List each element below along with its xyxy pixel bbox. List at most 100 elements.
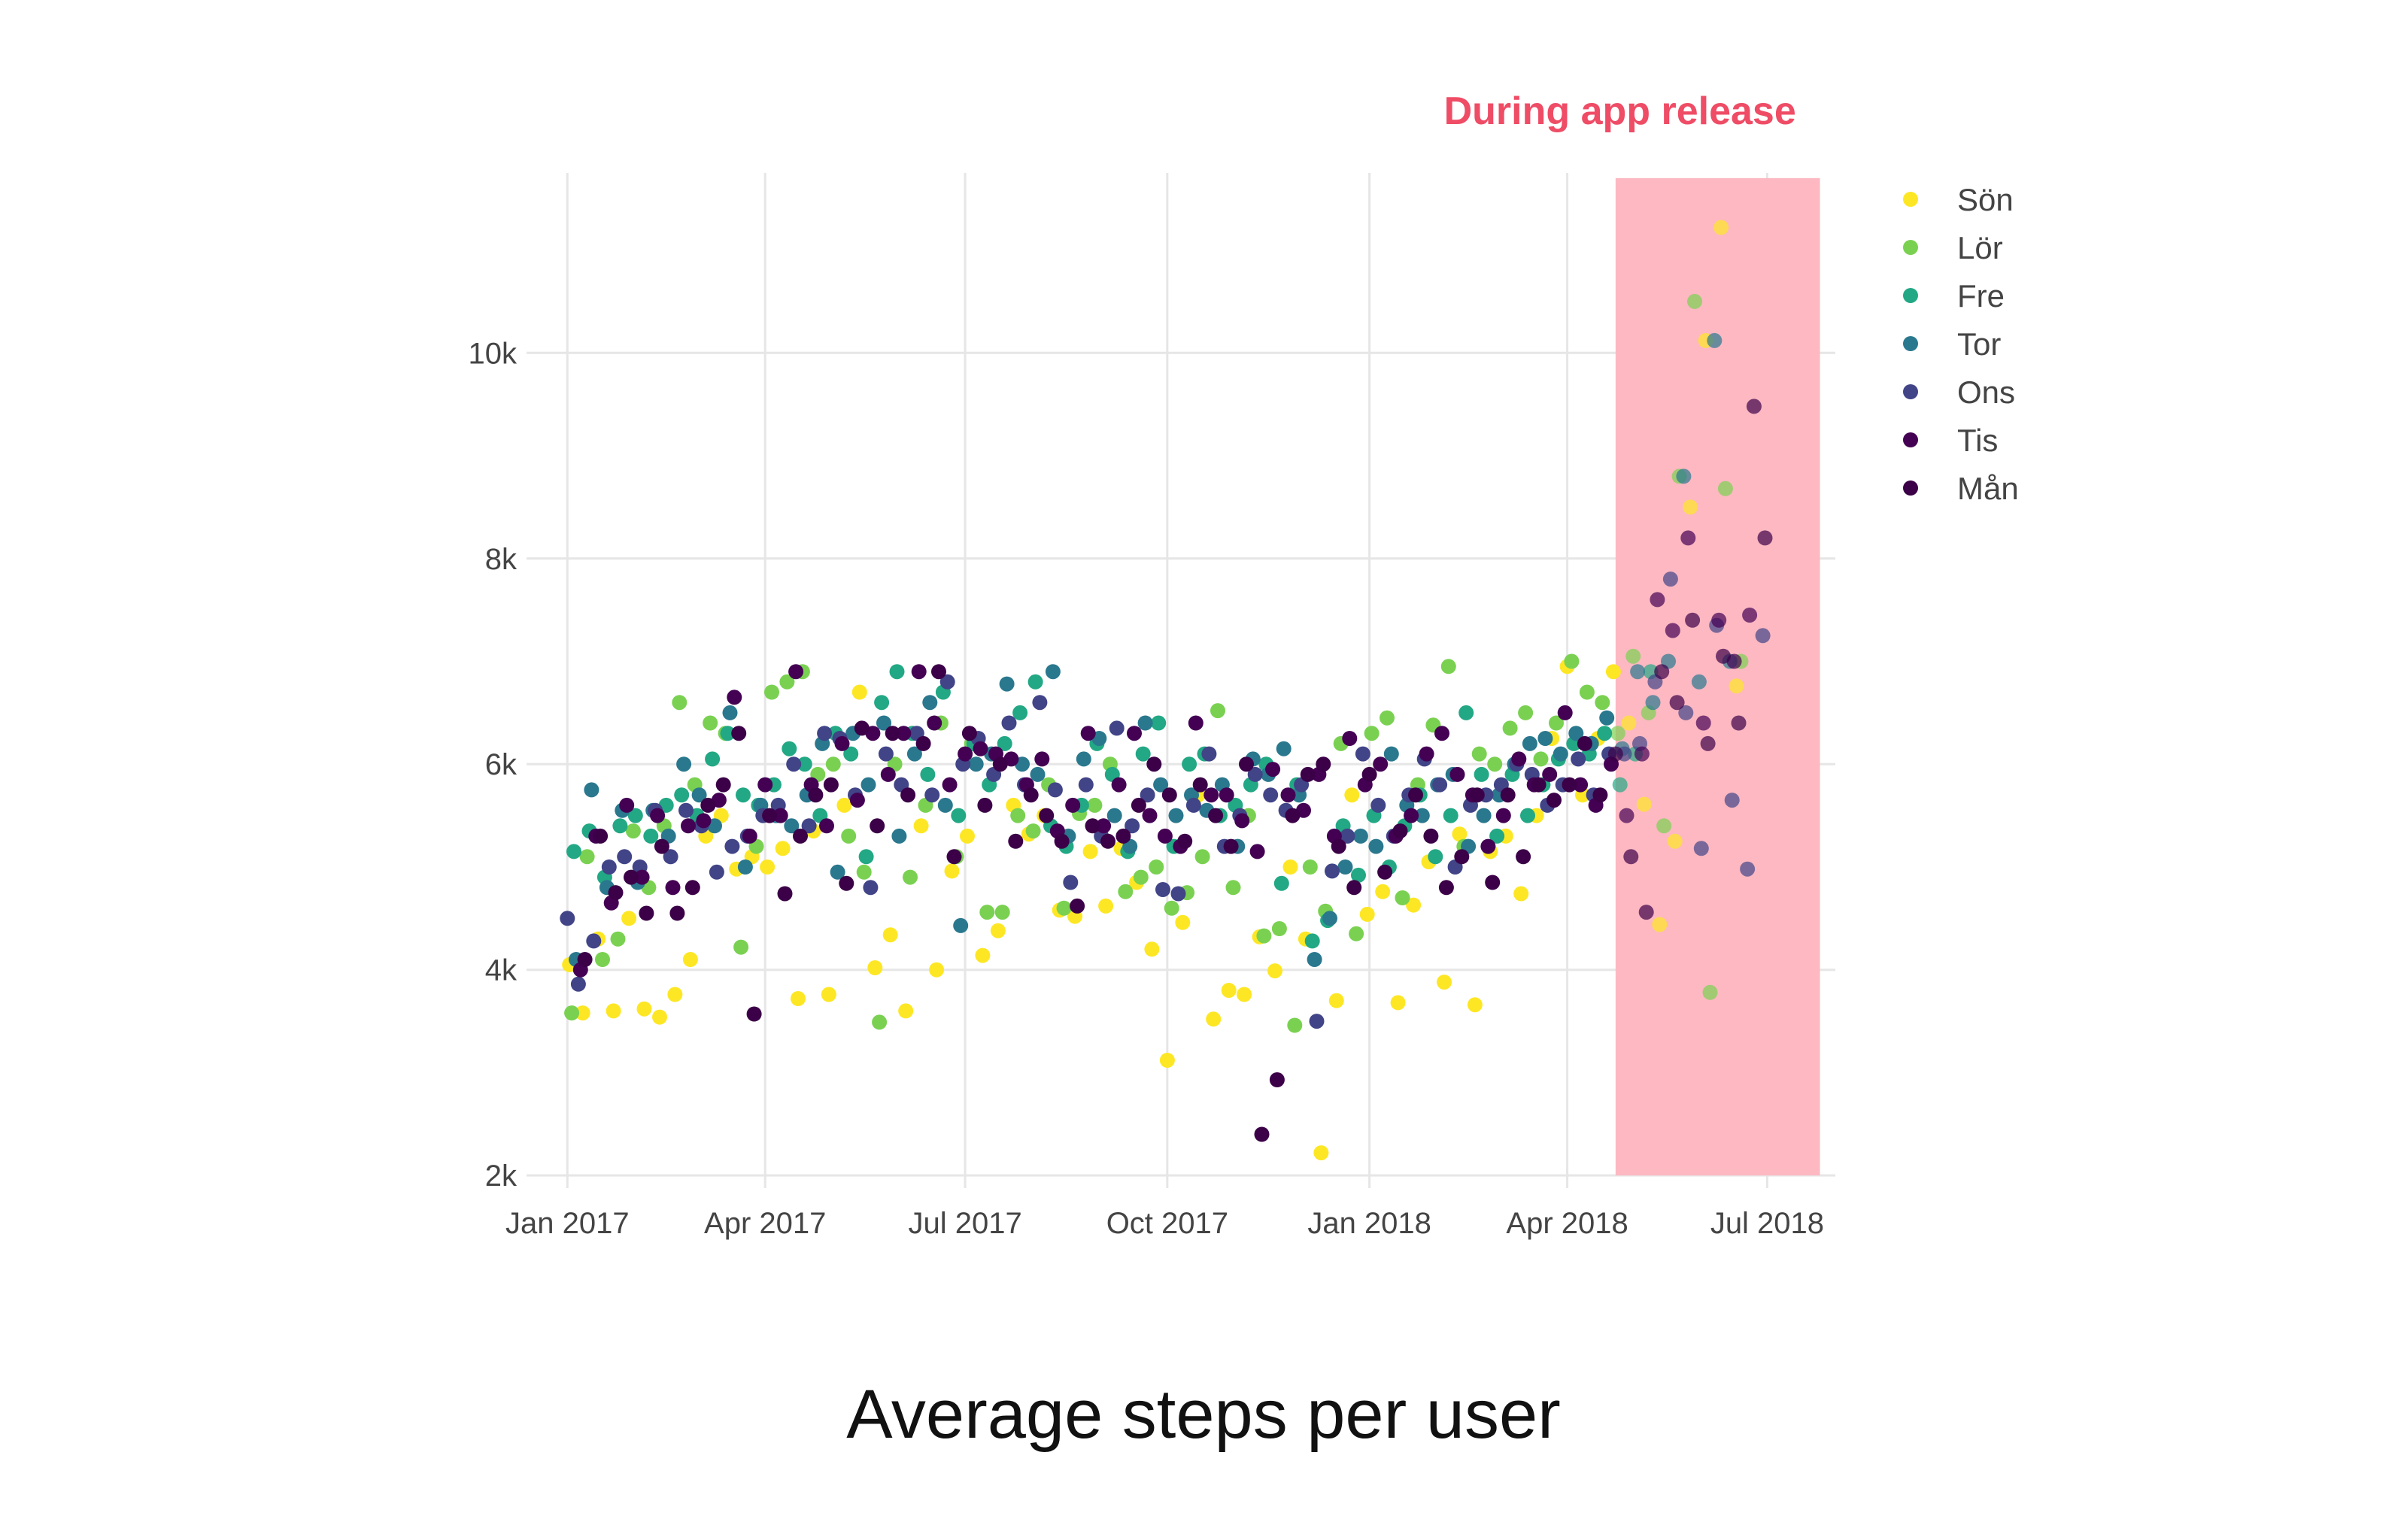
data-point (1731, 715, 1747, 731)
data-point (720, 726, 736, 741)
data-point (882, 927, 898, 943)
series-Mån (577, 399, 1773, 1142)
data-point (946, 849, 962, 865)
data-point (682, 952, 698, 967)
data-point (1340, 828, 1355, 844)
legend-item[interactable]: Ons (1903, 374, 2015, 410)
data-point (1237, 987, 1252, 1002)
data-point (1755, 628, 1771, 644)
data-point (784, 818, 800, 834)
data-point (1109, 720, 1125, 736)
data-point (1440, 659, 1456, 675)
data-point (786, 756, 802, 772)
legend-item[interactable]: Tis (1903, 423, 1998, 458)
data-point (1716, 648, 1731, 664)
data-point (1027, 674, 1043, 690)
data-point (1208, 808, 1224, 823)
data-point (1287, 1017, 1303, 1033)
data-point (1276, 741, 1292, 756)
data-point (775, 841, 791, 856)
data-point (1370, 797, 1386, 813)
data-point (722, 705, 738, 720)
data-point (1630, 664, 1646, 680)
data-point (1201, 746, 1217, 762)
data-point (1065, 797, 1081, 813)
data-point (1106, 808, 1122, 823)
data-point (1188, 715, 1204, 731)
data-point (724, 838, 740, 854)
data-point (1325, 863, 1340, 879)
data-point (961, 726, 977, 741)
data-point (612, 818, 628, 834)
data-point (944, 863, 960, 879)
data-point (788, 664, 804, 680)
data-point (1247, 766, 1263, 782)
data-point (903, 869, 918, 885)
data-point (1192, 777, 1208, 793)
data-point (1133, 869, 1149, 885)
data-point (1432, 777, 1448, 793)
data-point (1364, 726, 1380, 741)
data-point (942, 777, 958, 793)
y-tick-label: 10k (469, 337, 518, 370)
data-point (1485, 875, 1501, 890)
data-point (1423, 828, 1439, 844)
data-point (1254, 1126, 1270, 1142)
data-point (821, 987, 836, 1002)
data-point (1607, 746, 1623, 762)
data-point (1070, 898, 1085, 914)
data-point (621, 911, 637, 926)
data-point (696, 813, 712, 829)
data-point (1115, 828, 1131, 844)
data-point (911, 664, 927, 680)
data-point (1729, 678, 1744, 694)
data-point (1204, 787, 1219, 803)
legend-item[interactable]: Sön (1903, 182, 2014, 217)
data-point (819, 818, 834, 834)
data-point (889, 664, 905, 680)
data-point (1008, 833, 1024, 849)
legend-item[interactable]: Fre (1903, 278, 2005, 314)
data-point (1380, 710, 1395, 726)
data-point (1476, 808, 1492, 823)
data-point (1511, 751, 1527, 767)
data-point (570, 976, 586, 992)
data-point (797, 756, 812, 772)
data-point (1030, 766, 1046, 782)
legend-marker (1903, 288, 1918, 303)
data-point (863, 880, 879, 896)
data-point (1155, 882, 1170, 897)
data-point (915, 735, 931, 751)
legend-item[interactable]: Tor (1903, 326, 2001, 362)
data-point (1185, 797, 1201, 813)
data-point (1118, 884, 1134, 899)
data-point (1111, 777, 1127, 793)
data-point (560, 911, 575, 926)
data-point (1146, 756, 1162, 772)
legend-item[interactable]: Lör (1903, 230, 2003, 265)
data-point (1210, 703, 1225, 719)
data-point (997, 735, 1012, 751)
data-point (990, 923, 1006, 938)
data-point (742, 828, 757, 844)
data-point (1098, 898, 1114, 914)
data-point (1087, 797, 1103, 813)
data-point (1263, 787, 1279, 803)
data-point (737, 859, 753, 875)
data-point (1159, 1053, 1175, 1068)
data-point (1164, 900, 1179, 916)
data-point (953, 917, 969, 933)
data-point (736, 787, 751, 803)
data-point (994, 905, 1010, 920)
data-point (836, 797, 852, 813)
data-point (1390, 995, 1406, 1011)
data-point (1302, 859, 1318, 875)
data-point (874, 695, 890, 711)
data-point (1711, 612, 1727, 628)
data-point (1025, 823, 1041, 839)
data-point (931, 664, 946, 680)
legend-item[interactable]: Mån (1903, 471, 2019, 506)
data-point (960, 828, 975, 844)
data-point (1316, 756, 1331, 772)
data-point (1597, 726, 1613, 741)
